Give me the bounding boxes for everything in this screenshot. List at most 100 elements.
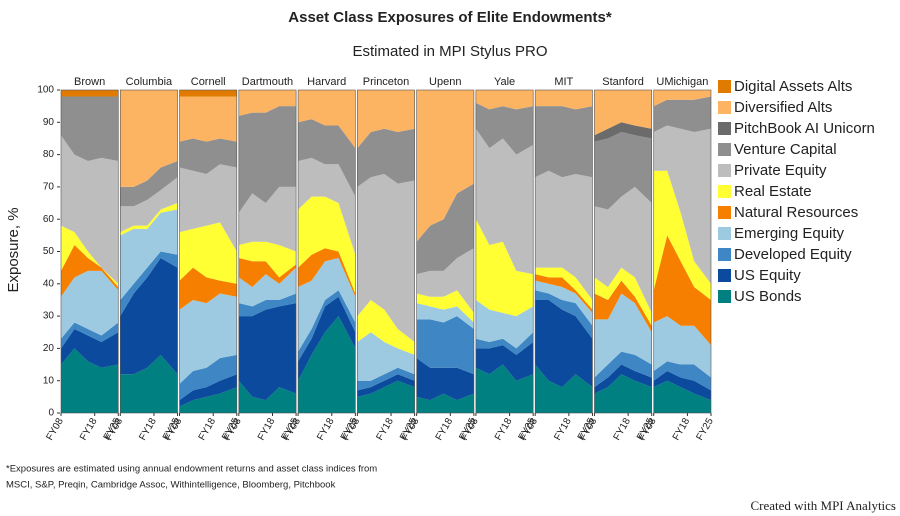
area (238, 293, 297, 317)
panel-title: Cornell (191, 76, 226, 88)
area (238, 106, 297, 213)
legend-label: Private Equity (734, 162, 827, 179)
footnote: MSCI, S&P, Preqin, Cambridge Assoc, With… (6, 480, 336, 491)
area (653, 125, 711, 284)
area (61, 329, 119, 368)
credit: Created with MPI Analytics (750, 498, 896, 513)
panel-frame (297, 89, 356, 414)
panel-frame (119, 89, 178, 414)
panel-title: UMichigan (656, 76, 708, 88)
area (653, 235, 711, 346)
area (179, 164, 237, 252)
area (179, 138, 237, 174)
panel-frame (475, 89, 534, 414)
area (594, 122, 652, 142)
area (653, 90, 711, 107)
footnote: *Exposures are estimated using annual en… (6, 464, 377, 475)
x-tick-label: FY18 (493, 416, 515, 443)
area (535, 90, 593, 110)
area (120, 90, 178, 187)
area (238, 186, 297, 252)
panel-frame (179, 89, 238, 414)
legend-swatch (718, 269, 731, 282)
area (475, 341, 534, 381)
area (238, 380, 297, 413)
y-axis-label: Exposure, % (5, 207, 22, 292)
legend-swatch (718, 101, 731, 114)
area (298, 196, 356, 294)
area (357, 367, 415, 391)
area (535, 170, 593, 300)
y-tick-label: 10 (43, 375, 55, 386)
x-tick-label: FY08 (44, 416, 66, 443)
area (238, 257, 297, 288)
legend-swatch (718, 248, 731, 261)
legend-swatch (718, 122, 731, 135)
area (594, 267, 652, 326)
legend-label: Natural Resources (734, 204, 858, 221)
area (653, 170, 711, 300)
y-tick-label: 30 (43, 311, 55, 322)
area (120, 354, 178, 413)
area (61, 348, 119, 413)
legend-swatch (718, 164, 731, 177)
area (475, 102, 534, 155)
area (179, 222, 237, 284)
area (594, 374, 652, 413)
y-tick-label: 50 (43, 246, 55, 257)
legend-label: Diversified Alts (734, 99, 832, 116)
area (416, 303, 474, 330)
y-tick-label: 20 (43, 343, 55, 354)
area (535, 364, 593, 413)
area (61, 135, 119, 284)
area (535, 290, 593, 339)
panel-title: Dartmouth (242, 76, 293, 88)
legend-label: Developed Equity (734, 246, 852, 263)
area (179, 96, 237, 142)
area (179, 387, 237, 413)
x-tick-label: FY18 (434, 416, 456, 443)
panel-title: Princeton (363, 76, 409, 88)
area (653, 96, 711, 132)
area (594, 293, 652, 378)
panel-title: Stanford (602, 76, 644, 88)
area (416, 183, 474, 275)
y-tick-label: 70 (43, 182, 55, 193)
area (653, 380, 711, 413)
y-tick-label: 0 (48, 408, 54, 419)
area (475, 364, 534, 413)
area (357, 380, 415, 413)
area (594, 364, 652, 394)
area (298, 290, 356, 362)
area (535, 267, 593, 310)
area (298, 90, 356, 149)
area (61, 270, 119, 339)
legend-label: US Bonds (734, 288, 802, 305)
x-tick-label: FY18 (612, 416, 634, 443)
area (475, 90, 534, 110)
legend-label: Real Estate (734, 183, 812, 200)
area (653, 316, 711, 378)
legend-swatch (718, 227, 731, 240)
area (535, 106, 593, 178)
area (120, 203, 178, 236)
area (416, 358, 474, 401)
legend-label: Venture Capital (734, 141, 837, 158)
x-tick-label: FY18 (256, 416, 278, 443)
area (238, 241, 297, 278)
area (61, 90, 119, 97)
area (238, 303, 297, 401)
x-tick-label: FY18 (315, 416, 337, 443)
panel-title: Harvard (307, 76, 346, 88)
area (298, 119, 356, 197)
legend-swatch (718, 185, 731, 198)
y-tick-label: 100 (37, 85, 54, 96)
legend-swatch (718, 80, 731, 93)
area (357, 173, 415, 342)
area (416, 316, 474, 375)
x-tick-label: FY18 (78, 416, 100, 443)
area (120, 251, 178, 317)
area (120, 161, 178, 207)
panel-title: Columbia (126, 76, 173, 88)
